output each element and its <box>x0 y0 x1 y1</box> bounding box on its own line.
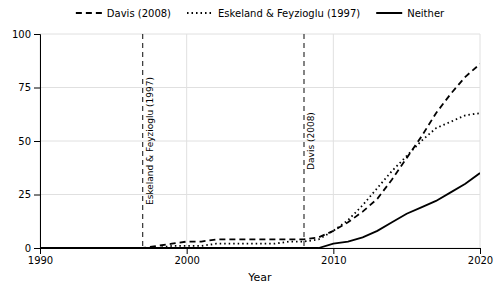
series-line <box>40 173 480 248</box>
legend-handle <box>76 12 102 14</box>
x-axis-tick-label: 2000 <box>174 255 199 266</box>
y-axis-tick-mark <box>34 141 40 142</box>
y-axis-tick-mark <box>34 88 40 89</box>
x-axis-tick: 1990 <box>28 248 53 266</box>
legend-label: Davis (2008) <box>107 8 171 19</box>
y-grid-line <box>40 87 480 88</box>
y-axis-tick-label: 50 <box>18 136 31 147</box>
x-axis-tick-mark <box>480 248 481 254</box>
y-axis-tick-label: 0 <box>25 243 31 254</box>
y-grid-line <box>40 141 480 142</box>
x-axis: 1990 2000 2010 2020 <box>28 248 493 266</box>
legend-item: Neither <box>376 8 445 19</box>
x-axis-title: Year <box>247 271 272 284</box>
legend-item: Eskeland & Feyzioglu (1997) <box>187 8 360 19</box>
y-axis-tick-label: 100 <box>12 29 31 40</box>
plot: Eskeland & Feyzioglu (1997) Davis (2008) 1… <box>12 29 493 284</box>
annotation-label: Davis (2008) <box>306 112 316 170</box>
y-axis-tick: 50 <box>18 136 40 147</box>
annotation-label: Eskeland & Feyzioglu (1997) <box>145 77 155 205</box>
y-axis-tick: 100 <box>12 29 40 40</box>
y-axis-line <box>34 35 41 249</box>
x-axis-tick: 2010 <box>321 248 346 266</box>
legend: Davis (2008) Eskeland & Feyzioglu (1997) N… <box>76 8 445 19</box>
y-axis-tick: 25 <box>18 189 40 200</box>
y-axis-tick-label: 25 <box>18 189 31 200</box>
annotation-line <box>142 34 143 248</box>
marks <box>40 34 480 248</box>
y-axis-tick-mark <box>34 195 40 196</box>
x-axis-tick-label: 2010 <box>321 255 346 266</box>
annotation-line <box>303 34 304 248</box>
series-line <box>40 113 480 248</box>
legend-handle <box>187 12 213 14</box>
legend-label: Neither <box>407 8 445 19</box>
y-grid-line <box>40 194 480 195</box>
series-line <box>40 64 480 248</box>
x-axis-tick-mark <box>187 248 188 254</box>
legend-handle <box>376 12 402 14</box>
x-axis-tick-label: 1990 <box>28 255 53 266</box>
y-axis: 0 25 50 75 100 <box>12 29 41 254</box>
y-axis-tick-mark <box>34 248 40 249</box>
y-grid-line <box>40 34 480 35</box>
x-axis-line <box>41 249 481 255</box>
x-grid-line <box>480 34 481 248</box>
y-axis-tick: 75 <box>18 82 40 93</box>
x-axis-tick-mark <box>333 248 334 254</box>
y-axis-tick: 0 <box>25 243 40 254</box>
grid <box>40 34 480 248</box>
y-axis-tick-mark <box>34 34 40 35</box>
legend-label: Eskeland & Feyzioglu (1997) <box>218 8 360 19</box>
x-grid-line <box>333 34 334 248</box>
legend-item: Davis (2008) <box>76 8 171 19</box>
x-grid-line <box>186 34 187 248</box>
x-axis-tick: 2020 <box>468 248 493 266</box>
y-axis-tick-label: 75 <box>18 82 31 93</box>
x-axis-tick: 2000 <box>174 248 199 266</box>
chart: Eskeland & Feyzioglu (1997) Davis (2008) 1… <box>0 0 500 288</box>
x-axis-tick-label: 2020 <box>468 255 493 266</box>
